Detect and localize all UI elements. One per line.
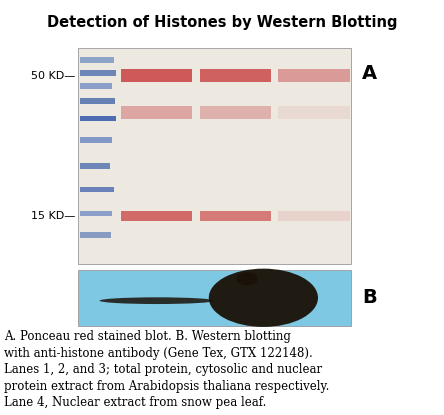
Bar: [278, 69, 350, 82]
Bar: [80, 163, 110, 168]
Bar: [80, 57, 114, 63]
Bar: [80, 98, 115, 104]
Text: B: B: [362, 288, 377, 307]
Bar: [121, 211, 192, 221]
Bar: [121, 106, 192, 119]
Bar: [278, 106, 350, 119]
Text: Detection of Histones by Western Blotting: Detection of Histones by Western Blottin…: [47, 15, 397, 29]
Ellipse shape: [209, 269, 318, 327]
Bar: [199, 69, 271, 82]
Bar: [78, 48, 351, 264]
Bar: [80, 116, 116, 121]
Bar: [80, 83, 112, 89]
Text: with anti-histone antibody (Gene Tex, GTX 122148).: with anti-histone antibody (Gene Tex, GT…: [4, 347, 313, 359]
Bar: [80, 232, 111, 238]
Bar: [78, 270, 351, 326]
Text: 15 KD—: 15 KD—: [31, 211, 75, 221]
Bar: [199, 211, 271, 221]
Bar: [121, 69, 192, 82]
Text: 50 KD—: 50 KD—: [31, 71, 75, 81]
Bar: [80, 211, 111, 216]
Text: protein extract from Arabidopsis thaliana respectively.: protein extract from Arabidopsis thalian…: [4, 380, 330, 393]
Bar: [199, 106, 271, 119]
Bar: [80, 187, 114, 192]
Text: A. Ponceau red stained blot. B. Western blotting: A. Ponceau red stained blot. B. Western …: [4, 330, 291, 343]
Bar: [80, 71, 115, 76]
Ellipse shape: [99, 297, 214, 304]
Ellipse shape: [236, 272, 258, 286]
Text: Lanes 1, 2, and 3; total protein, cytosolic and nuclear: Lanes 1, 2, and 3; total protein, cytoso…: [4, 363, 322, 376]
Bar: [278, 211, 350, 221]
Text: Lane 4, Nuclear extract from snow pea leaf.: Lane 4, Nuclear extract from snow pea le…: [4, 396, 267, 409]
Bar: [80, 137, 111, 143]
Text: A: A: [362, 64, 377, 83]
